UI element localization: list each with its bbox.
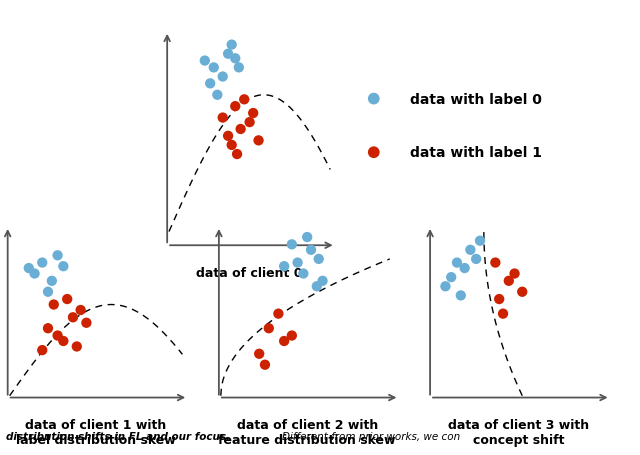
Point [52,332,63,339]
Point [37,347,47,354]
Point [456,292,466,299]
Point [223,51,233,58]
Point [517,288,527,296]
Point [287,241,297,248]
Text: data with label 1: data with label 1 [410,146,541,160]
Point [68,314,78,321]
Point [504,278,514,285]
Point [227,142,237,149]
Point [218,74,228,81]
Text: distribution shifts in FL and our focus.: distribution shifts in FL and our focus. [6,431,230,441]
Point [475,238,485,245]
Point [509,270,520,278]
Point [498,310,508,318]
Point [52,252,63,259]
Point [314,256,324,263]
Text: data with label 0: data with label 0 [410,92,541,106]
Point [494,296,504,303]
Point [239,96,250,104]
Point [369,149,379,157]
Point [317,278,328,285]
Point [279,263,289,270]
Point [209,65,219,72]
Point [205,81,215,88]
Point [218,115,228,122]
Point [460,265,470,272]
Point [236,126,246,133]
Point [287,332,297,339]
Point [440,283,451,290]
Point [234,65,244,72]
Point [446,274,456,281]
Point [58,338,68,345]
Point [264,325,274,332]
Point [279,338,289,345]
Point [47,278,57,285]
Point [254,350,264,358]
Point [465,247,476,254]
Point [302,234,312,241]
Point [471,256,481,263]
Point [62,296,72,303]
Point [253,137,264,145]
Point [230,103,241,111]
Point [81,319,92,327]
Point [43,288,53,296]
Point [292,259,303,267]
Point [306,247,316,254]
Point [490,259,500,267]
Point [248,110,259,117]
Text: data of client 2 with
feature distribution skew: data of client 2 with feature distributi… [218,418,396,445]
Text: data of client 3 with
concept shift: data of client 3 with concept shift [448,418,589,445]
Text: data of client 0: data of client 0 [196,266,303,279]
Text: data of client 1 with
label distribution skew: data of client 1 with label distribution… [16,418,176,445]
Point [24,265,34,272]
Point [212,92,223,99]
Point [452,259,462,267]
Text: Different from prior works, we con: Different from prior works, we con [282,431,460,441]
Point [29,270,40,278]
Point [230,56,241,63]
Point [312,283,322,290]
Point [298,270,308,278]
Point [49,301,59,308]
Point [43,325,53,332]
Point [37,259,47,267]
Point [273,310,284,318]
Point [244,119,255,126]
Point [260,361,270,369]
Point [72,343,82,350]
Point [227,42,237,49]
Point [200,58,210,65]
Point [369,96,379,103]
Point [76,307,86,314]
Point [58,263,68,270]
Point [223,133,233,140]
Point [232,151,242,158]
